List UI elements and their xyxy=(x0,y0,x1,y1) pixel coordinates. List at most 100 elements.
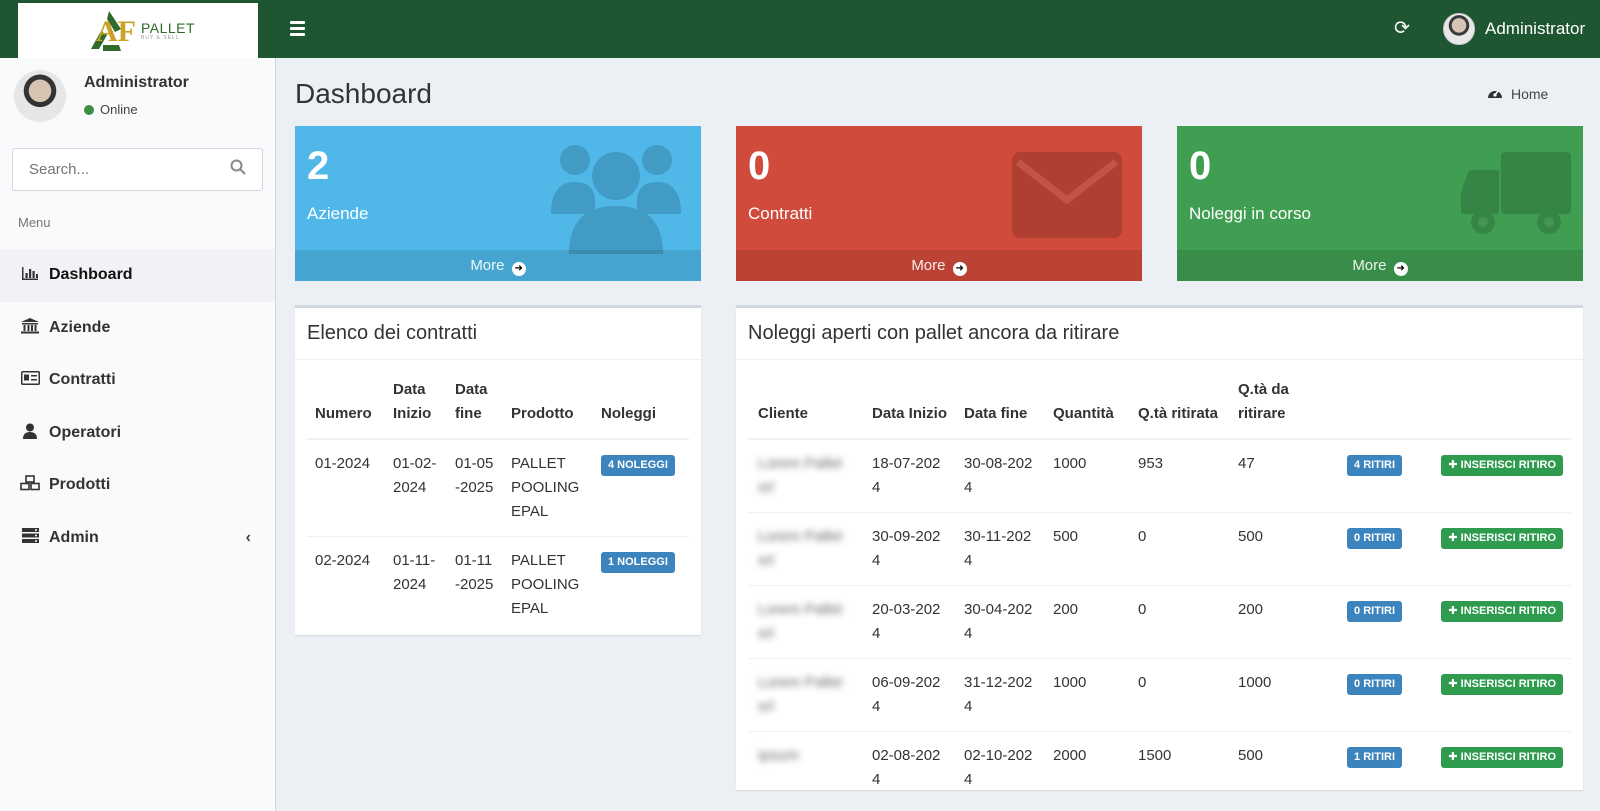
cell-quantita: 200 xyxy=(1045,585,1130,659)
cell-noleggi: 4 NOLEGGI xyxy=(593,439,689,537)
inserisci-ritiro-button[interactable]: ✚ INSERISCI RITIRO xyxy=(1441,747,1563,768)
ritiri-badge[interactable]: 1 RITIRI xyxy=(1347,747,1402,768)
stat-box-contratti: 0 Contratti More ➜ xyxy=(736,126,1142,281)
logo-subtitle: BUY & SELL xyxy=(140,34,180,41)
sidebar-nav: Dashboard Aziende Contratti Operatori Pr… xyxy=(0,249,275,564)
avatar xyxy=(1443,13,1475,45)
search-form xyxy=(12,148,263,191)
cubes-icon xyxy=(20,475,40,495)
cell-inizio: 06-09-2024 xyxy=(864,658,956,732)
cell-inizio: 01-02-2024 xyxy=(385,439,447,537)
bar-chart-icon xyxy=(20,266,40,285)
server-icon xyxy=(20,528,40,547)
cell-quantita: 500 xyxy=(1045,512,1130,586)
cell-cliente: Lorem Pallet srl xyxy=(748,585,864,659)
breadcrumb[interactable]: Home xyxy=(1487,86,1548,102)
sidebar-item-label: Prodotti xyxy=(49,476,111,494)
ritiri-badge[interactable]: 4 RITIRI xyxy=(1347,455,1402,476)
cell-ritirata: 0 xyxy=(1130,658,1230,732)
cell-inizio: 01-11-2024 xyxy=(393,552,436,593)
stat-value: 2 xyxy=(307,144,330,188)
column-header: Quantità xyxy=(1045,378,1130,440)
id-card-icon xyxy=(20,371,40,389)
panel-title: Noleggi aperti con pallet ancora da riti… xyxy=(736,308,1583,360)
sidebar-item-contratti[interactable]: Contratti xyxy=(0,354,275,407)
logo-text: PALLET xyxy=(140,19,196,36)
stat-value: 0 xyxy=(1189,144,1212,188)
table-row: Lorem Pallet srl 06-09-2024 31-12-2024 1… xyxy=(748,658,1571,732)
ritiri-badge[interactable]: 0 RITIRI xyxy=(1347,674,1402,695)
inserisci-ritiro-button[interactable]: ✚ INSERISCI RITIRO xyxy=(1441,601,1563,622)
cell-cliente: Lorem Pallet srl xyxy=(748,658,864,732)
sidebar-item-label: Admin xyxy=(49,528,99,546)
table-row: Lorem Pallet srl 20-03-2024 30-04-2024 2… xyxy=(748,585,1571,659)
column-header: Data Inizio xyxy=(385,378,447,440)
table-row: Lorem Pallet srl 18-07-2024 30-08-2024 1… xyxy=(748,439,1571,513)
cell-inizio: 02-08-2024 xyxy=(872,747,941,788)
cell-da-ritirare: 47 xyxy=(1230,439,1330,513)
rentals-table: Cliente Data Inizio Data fine Quantità Q… xyxy=(748,378,1571,804)
cell-ritirata: 953 xyxy=(1130,439,1230,513)
inserisci-ritiro-button[interactable]: ✚ INSERISCI RITIRO xyxy=(1441,528,1563,549)
cell-cliente: Lorem Pallet srl xyxy=(748,512,864,586)
inserisci-ritiro-button[interactable]: ✚ INSERISCI RITIRO xyxy=(1441,455,1563,476)
menu-header: Menu xyxy=(18,215,51,230)
sidebar-item-label: Dashboard xyxy=(49,266,133,284)
envelope-icon xyxy=(1012,152,1122,238)
stat-value: 0 xyxy=(748,144,771,188)
cell-noleggi: 1 NOLEGGI xyxy=(593,537,689,634)
inserisci-ritiro-button[interactable]: ✚ INSERISCI RITIRO xyxy=(1441,674,1563,695)
stat-more-link[interactable]: More ➜ xyxy=(1177,250,1583,281)
logo[interactable]: AF PALLET BUY & SELL xyxy=(18,3,258,58)
search-icon[interactable] xyxy=(223,159,253,180)
stat-box-aziende: 2 Aziende More ➜ xyxy=(295,126,701,281)
column-header: Prodotto xyxy=(503,378,593,440)
ritiri-badge[interactable]: 0 RITIRI xyxy=(1347,528,1402,549)
sidebar-item-prodotti[interactable]: Prodotti xyxy=(0,459,275,512)
svg-text:AF: AF xyxy=(96,15,136,48)
cell-quantita: 1000 xyxy=(1045,658,1130,732)
online-dot-icon xyxy=(84,104,94,115)
column-header: Cliente xyxy=(748,378,864,440)
breadcrumb-home: Home xyxy=(1511,86,1549,102)
truck-icon xyxy=(1461,152,1571,234)
stat-box-noleggi: 0 Noleggi in corso More ➜ xyxy=(1177,126,1583,281)
column-header: Q.tà da ritirare xyxy=(1230,378,1330,440)
ritiri-badge[interactable]: 0 RITIRI xyxy=(1347,601,1402,622)
column-header: Q.tà ritirata xyxy=(1130,378,1230,440)
hamburger-icon[interactable] xyxy=(290,18,312,40)
cell-quantita: 2000 xyxy=(1053,747,1087,764)
refresh-icon[interactable]: ⟳ xyxy=(1394,18,1410,39)
cell-fine: 30-11-2024 xyxy=(956,512,1045,586)
noleggi-badge[interactable]: 4 NOLEGGI xyxy=(601,455,675,476)
user-menu-name: Administrator xyxy=(1485,19,1586,38)
stat-more-link[interactable]: More ➜ xyxy=(736,250,1142,281)
column-header: Data fine xyxy=(956,378,1045,440)
cell-da-ritirare: 200 xyxy=(1230,585,1330,659)
cell-prodotto: PALLET POOLING EPAL xyxy=(511,552,580,617)
plus-icon: ✚ xyxy=(1448,459,1458,471)
sidebar: Administrator Online Menu Dashboard Azie… xyxy=(0,58,276,811)
status-badge: Online xyxy=(84,102,189,117)
sidebar-item-admin[interactable]: Admin ‹ xyxy=(0,512,275,565)
sidebar-item-operatori[interactable]: Operatori xyxy=(0,407,275,460)
cell-fine: 02-10-2024 xyxy=(964,747,1033,788)
plus-icon: ✚ xyxy=(1448,605,1458,617)
status-text: Online xyxy=(100,102,138,117)
arrow-circle-right-icon: ➜ xyxy=(511,262,526,276)
noleggi-badge[interactable]: 1 NOLEGGI xyxy=(601,552,675,573)
cell-inizio: 30-09-2024 xyxy=(864,512,956,586)
user-menu[interactable]: Administrator xyxy=(1443,13,1585,45)
sidebar-item-label: Operatori xyxy=(49,423,122,441)
sidebar-item-dashboard[interactable]: Dashboard xyxy=(0,249,275,302)
cell-fine: 30-08-2024 xyxy=(956,439,1045,513)
stat-label: Aziende xyxy=(307,204,369,223)
column-header: Data Inizio xyxy=(864,378,956,440)
cell-ritirata: 0 xyxy=(1130,585,1230,659)
column-header: Data fine xyxy=(447,378,503,440)
stat-more-link[interactable]: More ➜ xyxy=(295,250,701,281)
search-input[interactable] xyxy=(13,161,223,178)
sidebar-item-aziende[interactable]: Aziende xyxy=(0,302,275,355)
plus-icon: ✚ xyxy=(1448,751,1458,763)
cell-numero: 01-2024 xyxy=(307,439,385,537)
